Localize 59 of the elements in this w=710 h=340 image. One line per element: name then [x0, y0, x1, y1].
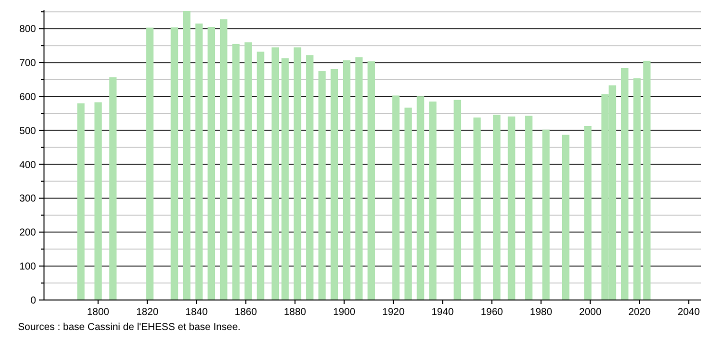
- source-note: Sources : base Cassini de l'EHESS et base Insee.: [18, 322, 241, 333]
- bar: [525, 116, 532, 300]
- x-tick-label: 1820: [136, 307, 159, 318]
- bar: [355, 57, 363, 300]
- x-tick-label: 1860: [234, 307, 258, 318]
- bar: [454, 100, 462, 300]
- bar: [368, 61, 375, 300]
- bar: [272, 47, 279, 300]
- bar: [77, 103, 85, 300]
- x-tick-label: 1920: [382, 307, 405, 318]
- bar: [170, 27, 178, 300]
- bar: [256, 52, 264, 300]
- y-tick-label: 200: [19, 228, 36, 239]
- x-tick-label: 1900: [333, 307, 356, 318]
- bar: [473, 118, 481, 300]
- bar: [584, 126, 592, 300]
- x-tick-label: 1840: [185, 307, 208, 318]
- bar: [109, 77, 117, 300]
- x-tick-label: 2020: [628, 307, 652, 318]
- bar: [306, 55, 314, 300]
- bar: [416, 96, 424, 300]
- bar: [404, 108, 412, 300]
- x-tick-label: 2000: [579, 307, 602, 318]
- y-tick-label: 600: [19, 92, 36, 103]
- bar: [232, 44, 240, 300]
- y-tick-label: 700: [19, 58, 36, 70]
- bar: [220, 19, 228, 300]
- bar: [195, 24, 203, 300]
- bar: [392, 95, 400, 300]
- bar: [146, 28, 154, 300]
- bar: [493, 114, 500, 300]
- bar: [294, 47, 302, 300]
- bar: [542, 130, 550, 300]
- x-tick-label: 1960: [480, 307, 504, 318]
- x-tick-label: 1940: [432, 307, 454, 318]
- bar: [183, 11, 190, 300]
- y-tick-label: 0: [30, 296, 36, 306]
- bar: [621, 68, 628, 300]
- bar: [562, 134, 570, 300]
- bar: [244, 42, 252, 300]
- x-tick-label: 2040: [678, 307, 700, 318]
- y-tick-label: 300: [19, 194, 36, 205]
- bar: [429, 102, 436, 300]
- y-tick-label: 400: [19, 160, 36, 171]
- bar: [342, 60, 350, 300]
- bar: [508, 116, 516, 300]
- bar: [643, 60, 651, 300]
- y-tick-label: 800: [19, 24, 36, 36]
- bar: [633, 78, 641, 300]
- y-tick-label: 100: [19, 262, 36, 273]
- x-tick-label: 1880: [284, 307, 307, 318]
- bar: [281, 58, 289, 300]
- bar: [330, 69, 338, 300]
- x-tick-label: 1800: [87, 307, 110, 318]
- x-tick-label: 1980: [530, 307, 553, 318]
- y-tick-label: 500: [19, 126, 36, 137]
- bar: [208, 26, 216, 300]
- bar: [94, 102, 102, 300]
- bar: [318, 71, 326, 300]
